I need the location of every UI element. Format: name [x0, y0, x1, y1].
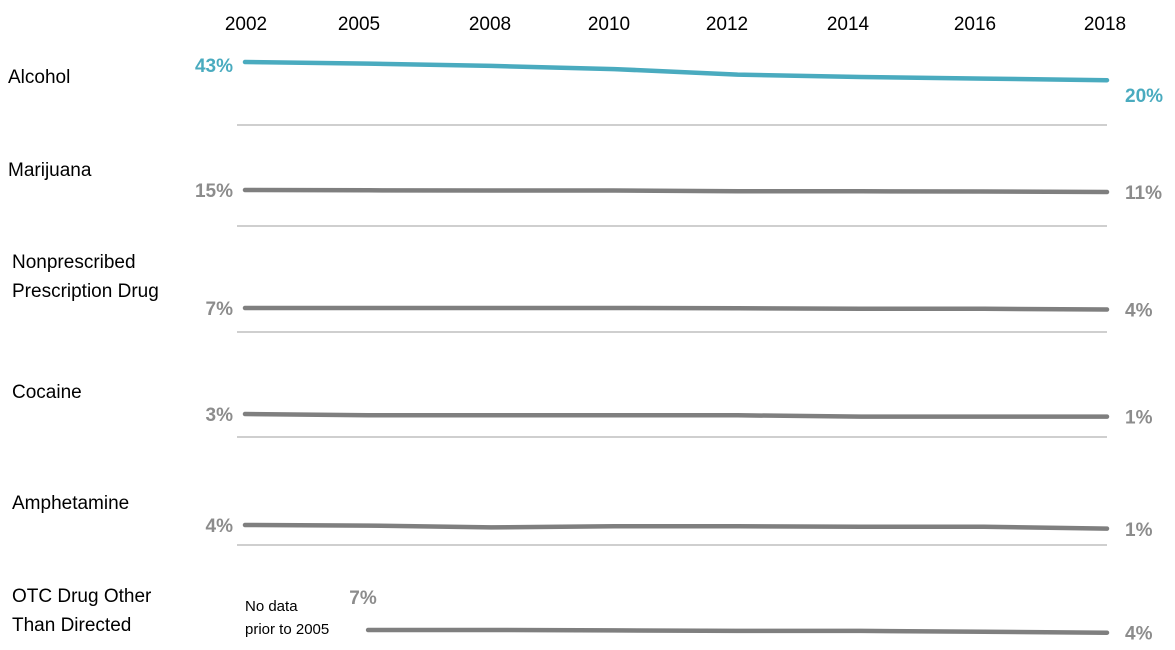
series-line	[365, 627, 1110, 635]
x-tick-label: 2005	[338, 14, 380, 35]
x-tick-label: 2014	[827, 14, 870, 35]
end-value-label: 1%	[1125, 408, 1153, 429]
end-value-label: 1%	[1125, 520, 1153, 541]
end-value-label: 4%	[1125, 301, 1153, 322]
series-label: Prescription Drug	[12, 281, 159, 302]
start-value-label: 3%	[206, 405, 234, 426]
series-label: Marijuana	[8, 160, 92, 181]
series-label: Than Directed	[12, 615, 131, 636]
x-tick-label: 2016	[954, 14, 996, 35]
series-line	[242, 187, 1110, 195]
x-tick-label: 2012	[706, 14, 748, 35]
series-label: OTC Drug Other	[12, 586, 152, 607]
series-label: Alcohol	[8, 67, 70, 88]
start-value-label: 15%	[195, 181, 233, 202]
no-data-note: No data	[245, 598, 298, 615]
start-value-label: 43%	[195, 56, 233, 77]
end-value-label: 11%	[1125, 183, 1162, 204]
series-line	[242, 59, 1110, 83]
start-value-label: 4%	[206, 516, 234, 537]
series-line	[242, 411, 1110, 419]
start-value-label: 7%	[206, 299, 234, 320]
series-line	[242, 522, 1110, 531]
x-tick-label: 2002	[225, 14, 267, 35]
no-data-note: prior to 2005	[245, 621, 329, 638]
x-tick-label: 2018	[1084, 14, 1126, 35]
series-label: Amphetamine	[12, 493, 129, 514]
x-tick-label: 2008	[469, 14, 511, 35]
end-value-label: 4%	[1125, 624, 1153, 645]
end-value-label: 20%	[1125, 86, 1163, 107]
series-line	[242, 305, 1110, 312]
series-label: Cocaine	[12, 382, 82, 403]
start-value-label: 7%	[349, 588, 377, 609]
x-tick-label: 2010	[588, 14, 630, 35]
series-label: Nonprescribed	[12, 252, 136, 273]
